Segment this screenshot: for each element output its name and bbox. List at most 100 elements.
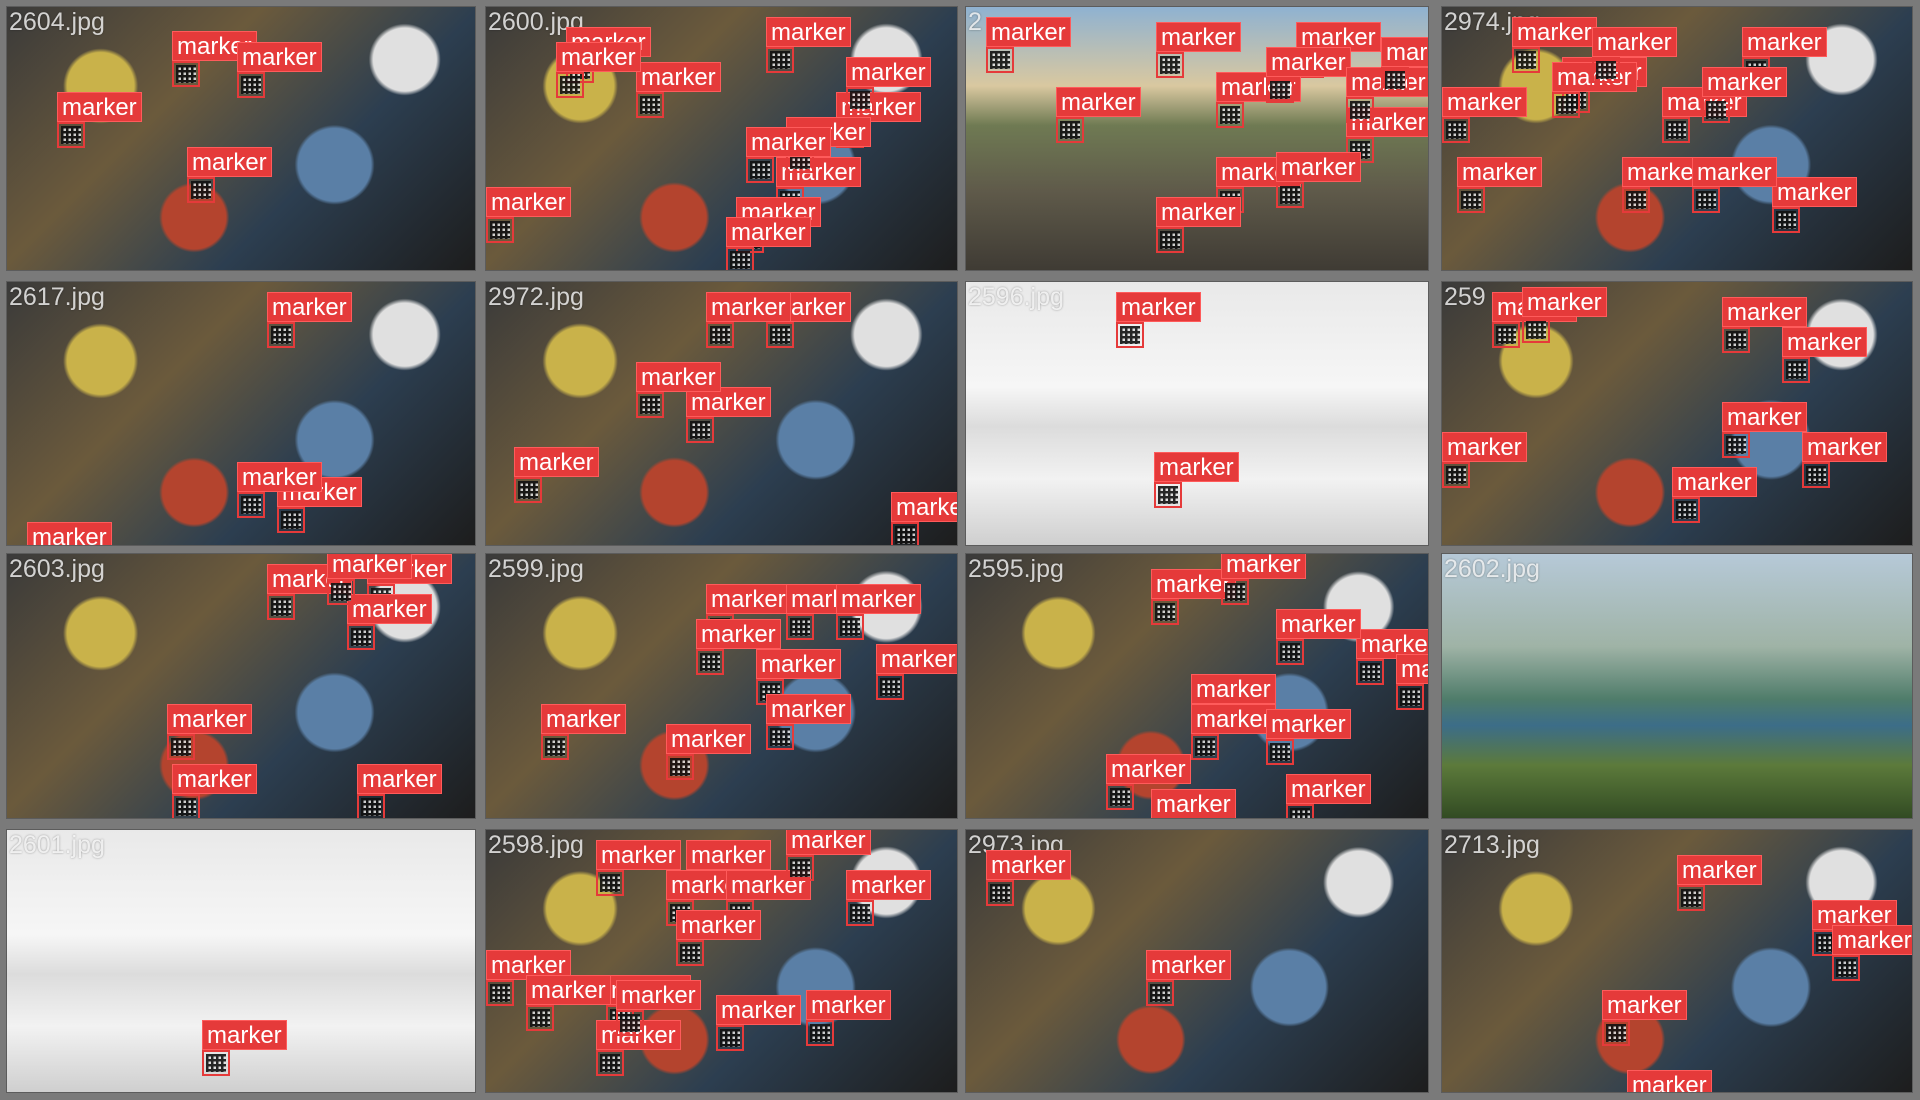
tile-image bbox=[966, 282, 1428, 545]
marker-label: marker bbox=[526, 975, 611, 1005]
aruco-marker-icon bbox=[690, 421, 710, 439]
marker-bounding-box bbox=[1221, 579, 1249, 605]
aruco-marker-icon bbox=[1385, 71, 1405, 89]
marker-label: marker bbox=[1151, 789, 1236, 818]
marker-bounding-box bbox=[1802, 462, 1830, 488]
aruco-marker-icon bbox=[850, 91, 870, 109]
aruco-marker-icon bbox=[560, 76, 580, 94]
aruco-marker-icon bbox=[1786, 361, 1806, 379]
marker-bounding-box bbox=[766, 47, 794, 73]
aruco-marker-icon bbox=[206, 1054, 226, 1072]
marker-bounding-box bbox=[1832, 955, 1860, 981]
aruco-marker-icon bbox=[640, 96, 660, 114]
marker-label: marker bbox=[167, 704, 252, 734]
marker-bounding-box bbox=[1552, 92, 1580, 118]
marker-bounding-box bbox=[267, 594, 295, 620]
aruco-marker-icon bbox=[1666, 121, 1686, 139]
marker-bounding-box bbox=[1512, 47, 1540, 73]
marker-label: marker bbox=[1276, 152, 1361, 182]
tile-image bbox=[7, 830, 475, 1092]
marker-label: marker bbox=[1266, 709, 1351, 739]
image-tile[interactable]: 2598.jpg marker marker marker marker marker ma… bbox=[485, 829, 958, 1093]
marker-bounding-box bbox=[1346, 97, 1374, 123]
marker-label: marker bbox=[1672, 467, 1757, 497]
image-tile[interactable]: 259 marker marker marker marker marker marker m… bbox=[1441, 281, 1913, 546]
image-tile[interactable]: 2601.jpg marker bbox=[6, 829, 476, 1093]
aruco-marker-icon bbox=[1461, 191, 1481, 209]
image-tile[interactable]: 2595.jpgmarkermarkermarkermarkermarkerma… bbox=[965, 553, 1429, 819]
marker-bounding-box bbox=[726, 247, 754, 270]
marker-bounding-box bbox=[806, 1020, 834, 1046]
aruco-marker-icon bbox=[670, 758, 690, 776]
marker-label: marker bbox=[806, 990, 891, 1020]
marker-bounding-box bbox=[1151, 599, 1179, 625]
image-tile[interactable]: 2713.jpg marker marker marker marker marker bbox=[1441, 829, 1913, 1093]
aruco-marker-icon bbox=[171, 738, 191, 756]
marker-label: marker bbox=[267, 292, 352, 322]
aruco-marker-icon bbox=[680, 944, 700, 962]
aruco-marker-icon bbox=[1360, 663, 1380, 681]
marker-bounding-box bbox=[327, 579, 355, 605]
marker-label: marker bbox=[696, 619, 781, 649]
aruco-marker-icon bbox=[1726, 436, 1746, 454]
marker-bounding-box bbox=[556, 72, 584, 98]
marker-label: marker bbox=[666, 724, 751, 754]
image-tile[interactable]: 2603.jpg marker marker marker marker marker ma… bbox=[6, 553, 476, 819]
marker-label: marker bbox=[766, 17, 851, 47]
aruco-marker-icon bbox=[600, 1054, 620, 1072]
aruco-marker-icon bbox=[1696, 191, 1716, 209]
marker-label: marker bbox=[1772, 177, 1857, 207]
image-tile[interactable]: 2600.jpg marker marker marker marker marker ma… bbox=[485, 6, 958, 271]
marker-bounding-box bbox=[347, 624, 375, 650]
image-tile[interactable]: 2973.jpg marker marker bbox=[965, 829, 1429, 1093]
marker-label: marker bbox=[876, 644, 957, 674]
tile-image bbox=[1442, 554, 1912, 818]
marker-label: marker bbox=[746, 127, 831, 157]
image-tile[interactable]: 2602.jpg bbox=[1441, 553, 1913, 819]
marker-bounding-box bbox=[1146, 980, 1174, 1006]
marker-bounding-box bbox=[836, 614, 864, 640]
aruco-marker-icon bbox=[1596, 61, 1616, 79]
marker-bounding-box bbox=[1662, 117, 1690, 143]
image-tile[interactable]: 2596.jpg marker marker bbox=[965, 281, 1429, 546]
aruco-marker-icon bbox=[61, 126, 81, 144]
aruco-marker-icon bbox=[1280, 643, 1300, 661]
marker-bounding-box bbox=[1722, 327, 1750, 353]
marker-bounding-box bbox=[1156, 227, 1184, 253]
marker-bounding-box bbox=[1191, 734, 1219, 760]
aruco-marker-icon bbox=[1225, 583, 1245, 601]
marker-bounding-box bbox=[1056, 117, 1084, 143]
marker-bounding-box bbox=[1154, 482, 1182, 508]
aruco-marker-icon bbox=[191, 181, 211, 199]
marker-label: marker bbox=[596, 840, 681, 870]
aruco-marker-icon bbox=[1606, 1024, 1626, 1042]
marker-label: marker bbox=[1286, 774, 1371, 804]
marker-label: marker bbox=[706, 292, 791, 322]
aruco-marker-icon bbox=[840, 618, 860, 636]
marker-label: marker bbox=[237, 462, 322, 492]
marker-bounding-box bbox=[666, 754, 694, 780]
marker-bounding-box bbox=[1522, 317, 1550, 343]
marker-bounding-box bbox=[786, 614, 814, 640]
marker-bounding-box bbox=[514, 477, 542, 503]
image-tile[interactable]: 2604.jpg marker marker marker marker bbox=[6, 6, 476, 271]
aruco-marker-icon bbox=[1160, 56, 1180, 74]
image-tile[interactable]: 2974.jpg marker marker marker marker marker ma… bbox=[1441, 6, 1913, 271]
aruco-marker-icon bbox=[1270, 81, 1290, 99]
marker-label: marker bbox=[1602, 990, 1687, 1020]
marker-label: marker bbox=[636, 62, 721, 92]
aruco-marker-icon bbox=[770, 51, 790, 69]
image-tile[interactable]: 2972.jpgmarkermarkermarkermarkermarkerma… bbox=[485, 281, 958, 546]
image-tile[interactable]: 2617.jpg marker marker marker marker bbox=[6, 281, 476, 546]
marker-label: marker bbox=[1221, 554, 1306, 579]
image-tile[interactable]: 2 marker marker marker marker marker marker mar… bbox=[965, 6, 1429, 271]
marker-bounding-box bbox=[986, 880, 1014, 906]
aruco-marker-icon bbox=[600, 874, 620, 892]
marker-bounding-box bbox=[616, 1010, 644, 1036]
marker-label: marker bbox=[514, 447, 599, 477]
image-tile[interactable]: 2599.jpg marker marker marker marker marker ma… bbox=[485, 553, 958, 819]
marker-label: marker bbox=[1381, 37, 1428, 67]
marker-label: marker bbox=[1512, 17, 1597, 47]
marker-bounding-box bbox=[1396, 684, 1424, 710]
marker-bounding-box bbox=[187, 177, 215, 203]
